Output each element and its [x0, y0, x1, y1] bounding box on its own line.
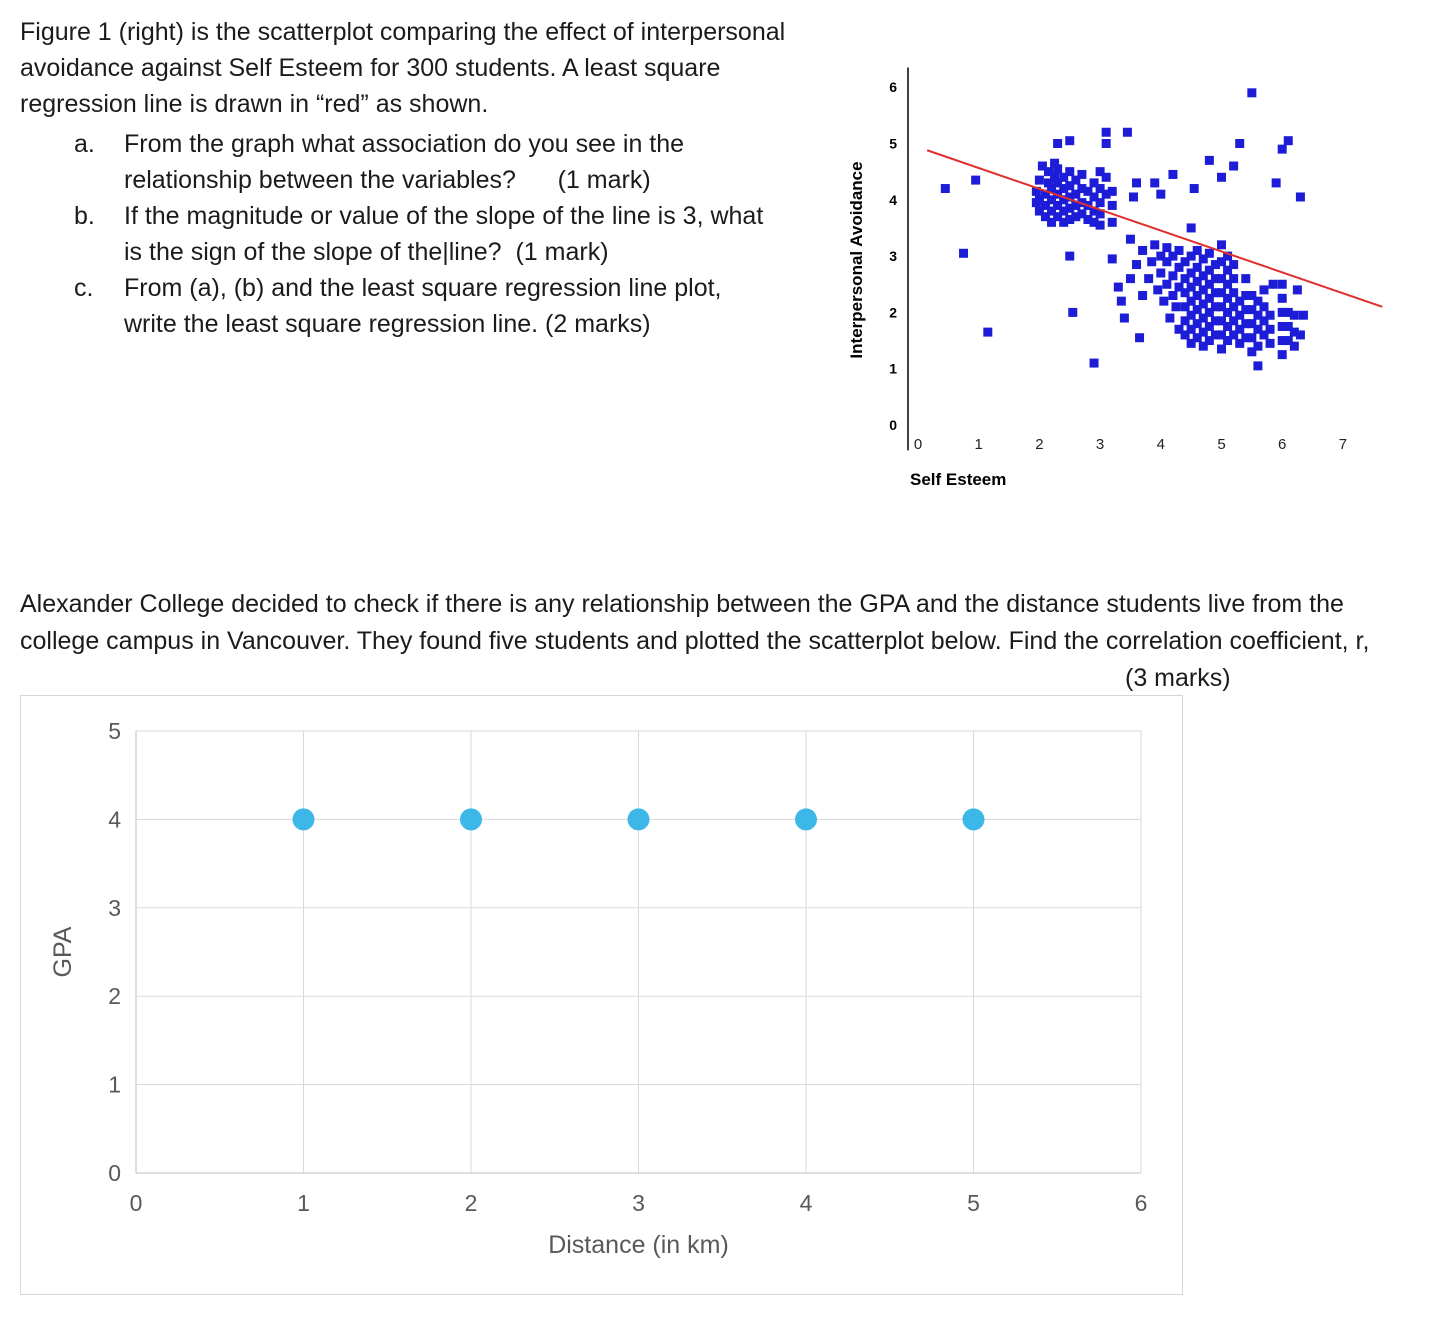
- svg-text:0: 0: [108, 1160, 121, 1186]
- svg-text:7: 7: [1339, 436, 1347, 453]
- gpa-question-paragraph: Alexander College decided to check if th…: [20, 590, 1370, 655]
- svg-text:3: 3: [108, 895, 121, 921]
- question-a-text: From the graph what association do you s…: [124, 130, 685, 194]
- question-b-label: b.: [74, 202, 95, 230]
- gpa-question-text: Alexander College decided to check if th…: [20, 586, 1380, 692]
- question-a-label: a.: [74, 130, 95, 158]
- figure1-intro-text: Figure 1 (right) is the scatterplot comp…: [20, 18, 786, 118]
- question-b-text: If the magnitude or value of the slope o…: [124, 202, 764, 266]
- svg-text:4: 4: [800, 1190, 813, 1216]
- svg-text:5: 5: [1217, 436, 1225, 453]
- svg-text:6: 6: [1278, 436, 1286, 453]
- svg-text:2: 2: [465, 1190, 478, 1216]
- svg-text:3: 3: [1096, 436, 1104, 453]
- svg-text:3: 3: [632, 1190, 645, 1216]
- svg-text:0: 0: [889, 417, 897, 433]
- svg-text:4: 4: [889, 192, 897, 208]
- svg-text:3: 3: [889, 248, 897, 264]
- svg-text:0: 0: [130, 1190, 143, 1216]
- svg-text:5: 5: [108, 718, 121, 744]
- svg-text:0: 0: [914, 436, 922, 453]
- svg-text:6: 6: [889, 79, 897, 95]
- svg-text:GPA: GPA: [49, 926, 77, 977]
- svg-text:1: 1: [975, 436, 983, 453]
- svg-text:5: 5: [967, 1190, 980, 1216]
- svg-text:4: 4: [108, 806, 121, 832]
- svg-text:4: 4: [1157, 436, 1165, 453]
- question-c: c. From (a), (b) and the least square re…: [74, 270, 774, 342]
- svg-text:2: 2: [889, 304, 897, 320]
- figure1-scatterplot-svg: 0 1 2 3 4 5 6 0 1 2 3 4 5 6 7 Self Esteem Interpersonal …: [847, 67, 1383, 489]
- question-c-label: c.: [74, 274, 94, 302]
- svg-text:1: 1: [108, 1072, 121, 1098]
- figure1-scatterplot: 0 1 2 3 4 5 6 0 1 2 3 4 5 6 7 Self Esteem Interpersonal …: [840, 30, 1400, 510]
- question-list: a. From the graph what association do yo…: [74, 126, 774, 342]
- question-a: a. From the graph what association do yo…: [74, 126, 774, 198]
- svg-text:1: 1: [297, 1190, 310, 1216]
- svg-text:Distance (in km): Distance (in km): [548, 1231, 729, 1259]
- gpa-question-marks: (3 marks): [1125, 664, 1231, 692]
- svg-text:2: 2: [1035, 436, 1043, 453]
- question-b: b. If the magnitude or value of the slop…: [74, 198, 774, 270]
- svg-text:Interpersonal Avoidance: Interpersonal Avoidance: [847, 161, 866, 358]
- question-c-text: From (a), (b) and the least square regre…: [124, 274, 722, 338]
- svg-text:1: 1: [889, 361, 897, 377]
- svg-text:5: 5: [889, 136, 897, 152]
- svg-text:6: 6: [1135, 1190, 1148, 1216]
- svg-text:2: 2: [108, 983, 121, 1009]
- svg-text:Self Esteem: Self Esteem: [910, 470, 1006, 489]
- gpa-scatterplot-svg: 0 1 2 3 4 5 0 1 2 3 4 5 6 Distance (in km) GPA: [49, 718, 1148, 1259]
- gpa-scatterplot: 0 1 2 3 4 5 0 1 2 3 4 5 6 Distance (in km) GPA: [20, 695, 1183, 1295]
